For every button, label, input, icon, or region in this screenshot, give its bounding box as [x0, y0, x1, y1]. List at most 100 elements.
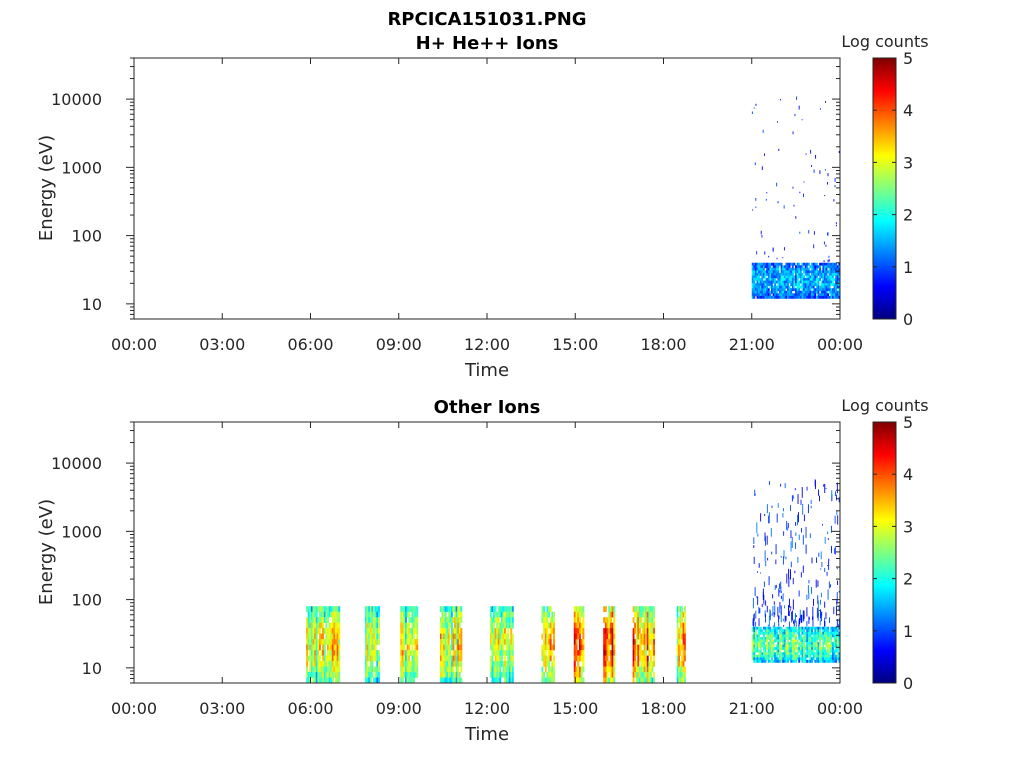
band-cell [807, 659, 810, 663]
band-cell [497, 617, 500, 623]
band-cell [804, 652, 807, 656]
band-cell [638, 606, 641, 612]
band-cell [377, 655, 380, 662]
band-cell [767, 283, 770, 287]
band-cell [643, 666, 646, 673]
band-cell [838, 280, 840, 284]
band-cell [779, 626, 781, 630]
band-cell [774, 290, 777, 294]
band-cell [830, 288, 833, 292]
band-cell [782, 265, 785, 269]
band-cell [439, 617, 442, 623]
band-cell [637, 633, 640, 640]
band-cell [510, 655, 513, 662]
band-cell [814, 275, 817, 279]
band-cell [457, 611, 460, 618]
band-cell [804, 295, 807, 299]
band-cell [330, 628, 333, 634]
band-cell [309, 672, 312, 678]
band-cell [790, 639, 793, 643]
band-cell [582, 644, 585, 651]
band-cell [762, 634, 765, 638]
band-cell [762, 280, 765, 284]
band-cell [649, 661, 652, 667]
band-cell [443, 633, 445, 640]
band-cell [814, 647, 817, 651]
band-cell [376, 606, 379, 612]
sparse-count [808, 230, 810, 234]
band-cell [676, 661, 679, 667]
band-cell [609, 650, 612, 656]
band-cell [575, 677, 578, 683]
band-cell [400, 650, 403, 656]
band-cell [608, 617, 611, 623]
band-cell [769, 626, 772, 630]
band-cell [577, 617, 580, 623]
sparse-count [780, 483, 782, 487]
band-cell [772, 639, 775, 643]
band-cell [814, 272, 817, 276]
band-cell [795, 659, 797, 663]
band-cell [775, 647, 778, 651]
band-cell [322, 633, 325, 640]
band-cell [443, 650, 445, 656]
band-cell [791, 278, 794, 281]
band-cell [830, 639, 833, 643]
band-cell [823, 626, 826, 630]
band-cell [830, 278, 833, 281]
band-cell [682, 644, 685, 651]
band-cell [753, 283, 756, 287]
band-cell [318, 617, 321, 623]
band-cell [441, 606, 444, 612]
band-cell [806, 262, 809, 266]
band-cell [766, 634, 769, 638]
band-cell [815, 290, 818, 294]
colorbar-tick-label: 4 [903, 465, 913, 484]
band-cell [790, 647, 793, 651]
band-cell [838, 262, 840, 266]
band-cell [454, 617, 456, 623]
band-cell [493, 677, 495, 683]
band-cell [814, 267, 817, 271]
band-cell [368, 677, 371, 683]
band-cell [306, 639, 308, 645]
sparse-count [792, 186, 794, 189]
band-cell [759, 644, 762, 648]
sparse-count [812, 616, 814, 627]
band-cell [756, 272, 759, 276]
sparse-count [769, 610, 771, 621]
band-cell [804, 631, 807, 635]
band-cell [336, 644, 339, 651]
band-cell [446, 617, 449, 623]
band-cell [809, 647, 812, 651]
band-cell [817, 649, 820, 653]
band-cell [606, 622, 609, 629]
band-cell [788, 652, 791, 656]
band-cell [684, 672, 686, 678]
band-cell [439, 672, 442, 678]
sparse-count [777, 606, 779, 617]
sparse-count [778, 615, 780, 620]
band-cell [759, 631, 762, 635]
band-cell [799, 657, 802, 661]
band-cell [828, 278, 831, 281]
sparse-count [798, 512, 799, 523]
band-cell [812, 285, 815, 289]
band-cell [779, 290, 781, 294]
band-cell [450, 617, 453, 623]
band-cell [771, 652, 773, 656]
band-cell [653, 655, 655, 662]
band-cell [546, 639, 549, 645]
band-cell [774, 626, 777, 630]
band-cell [632, 650, 635, 656]
band-cell [406, 661, 409, 667]
sparse-count [834, 548, 836, 554]
sparse-count [778, 588, 780, 597]
band-cell [414, 617, 417, 623]
band-cell [777, 659, 780, 663]
band-cell [322, 672, 325, 678]
band-cell [553, 622, 555, 629]
band-cell [779, 642, 781, 645]
band-cell [759, 657, 762, 661]
band-cell [807, 295, 810, 299]
